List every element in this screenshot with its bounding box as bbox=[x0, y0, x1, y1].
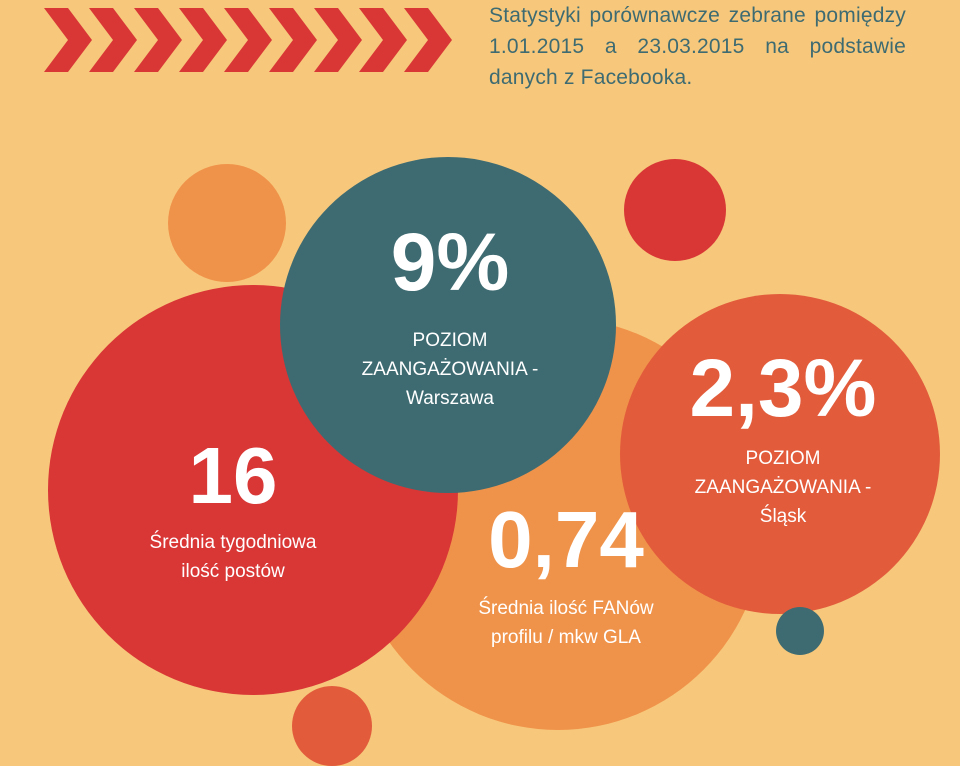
chevron-right-icon bbox=[359, 8, 407, 72]
description-text: Statystyki porównawcze zebrane pomiędzy … bbox=[489, 4, 906, 89]
decorative-circle-orange-small bbox=[168, 164, 286, 282]
engagement-silesia-label-1: POZIOM bbox=[745, 448, 821, 469]
engagement-silesia-bubble bbox=[620, 294, 940, 614]
decorative-circle-teal-small bbox=[776, 607, 824, 655]
decorative-circle-red-small bbox=[624, 159, 726, 261]
weekly-posts-label-2: ilość postów bbox=[181, 561, 285, 582]
engagement-warsaw-label-3: Warszawa bbox=[406, 388, 494, 409]
weekly-posts-value: 16 bbox=[188, 431, 278, 520]
chevron-right-icon bbox=[44, 8, 92, 72]
fans-per-sqm-label-1: Średnia ilość FANów bbox=[478, 598, 654, 619]
chevron-right-icon bbox=[314, 8, 362, 72]
engagement-silesia-label-3: Śląsk bbox=[759, 506, 807, 527]
chevron-right-icon bbox=[89, 8, 137, 72]
engagement-silesia-value: 2,3% bbox=[689, 343, 877, 434]
decorative-circle-coral-bottom bbox=[292, 686, 372, 766]
engagement-warsaw-stat: 9% POZIOM ZAANGAŻOWANIA - Warszawa bbox=[300, 222, 600, 413]
chevron-right-icon bbox=[134, 8, 182, 72]
engagement-warsaw-value: 9% bbox=[390, 217, 510, 308]
engagement-warsaw-bubble bbox=[280, 157, 616, 493]
chevron-right-icon bbox=[179, 8, 227, 72]
fans-per-sqm-value: 0,74 bbox=[488, 495, 644, 584]
engagement-warsaw-label-1: POZIOM bbox=[412, 330, 488, 351]
fans-per-sqm-stat: 0,74 Średnia ilość FANów profilu / mkw G… bbox=[416, 500, 716, 652]
chevron-right-icon bbox=[224, 8, 272, 72]
chevron-arrows-banner bbox=[44, 8, 452, 72]
fans-per-sqm-label-2: profilu / mkw GLA bbox=[491, 627, 641, 648]
chevron-right-icon bbox=[269, 8, 317, 72]
engagement-silesia-label-2: ZAANGAŻOWANIA - bbox=[694, 477, 872, 498]
weekly-posts-label-1: Średnia tygodniowa bbox=[149, 532, 317, 553]
engagement-silesia-stat: 2,3% POZIOM ZAANGAŻOWANIA - Śląsk bbox=[640, 348, 926, 531]
chevron-right-icon bbox=[404, 8, 452, 72]
engagement-warsaw-label-2: ZAANGAŻOWANIA - bbox=[361, 359, 539, 380]
weekly-posts-stat: 16 Średnia tygodniowa ilość postów bbox=[90, 436, 376, 586]
